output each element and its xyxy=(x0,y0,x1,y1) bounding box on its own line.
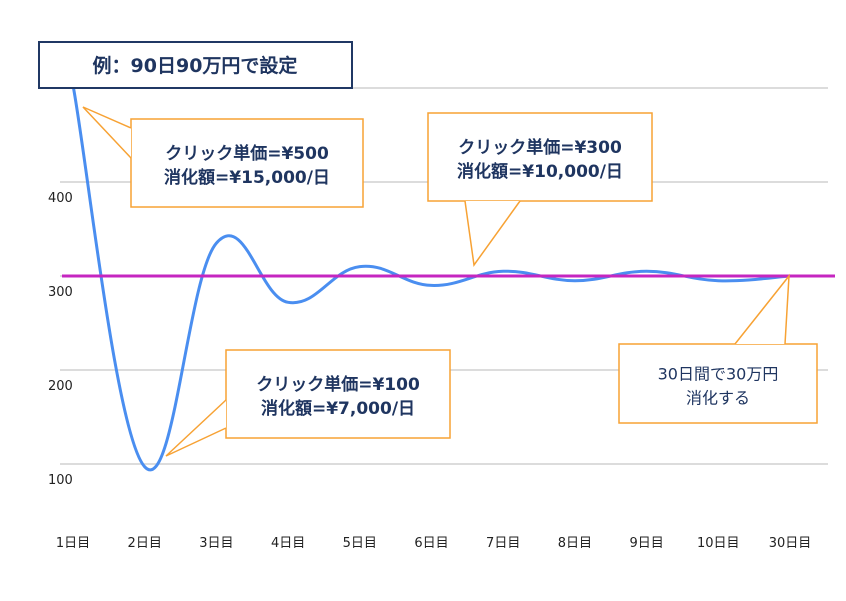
annotation-callout-3: クリック単価=¥100 消化額=¥7,000/日 xyxy=(165,349,451,457)
x-tick-label: 7日目 xyxy=(486,536,520,551)
x-tick-label: 8日目 xyxy=(558,536,592,551)
x-tick-label: 2日目 xyxy=(128,536,162,551)
x-tick-label: 10日目 xyxy=(697,536,740,551)
annotation-text: クリック単価=¥100 xyxy=(256,374,420,395)
x-tick-label: 6日目 xyxy=(414,536,448,551)
annotation-text: クリック単価=¥300 xyxy=(458,137,622,158)
callout-pointer xyxy=(464,200,521,267)
y-tick-label: 100 xyxy=(48,473,73,488)
annotation-text: 消化する xyxy=(686,389,750,408)
x-tick-label: 30日目 xyxy=(769,536,812,551)
annotation-callout-1: クリック単価=¥500 消化額=¥15,000/日 xyxy=(82,106,364,208)
annotation-text: 消化額=¥7,000/日 xyxy=(261,398,415,419)
chart-title: 例：90日90万円で設定 xyxy=(93,54,298,77)
callout-pointer xyxy=(82,106,132,159)
x-tick-label: 4日目 xyxy=(271,536,305,551)
x-tick-label: 1日目 xyxy=(56,536,90,551)
callout-pointer xyxy=(734,273,790,345)
annotation-callout-2: クリック単価=¥300 消化額=¥10,000/日 xyxy=(427,112,653,267)
series-line-actual xyxy=(71,84,791,472)
title-box: 例：90日90万円で設定 xyxy=(38,41,353,89)
callout-pointer xyxy=(165,399,227,457)
x-tick-label: 9日目 xyxy=(629,536,663,551)
annotation-text: クリック単価=¥500 xyxy=(165,143,329,164)
annotation-text: 消化額=¥10,000/日 xyxy=(457,161,623,182)
x-tick-label: 5日目 xyxy=(343,536,377,551)
y-tick-label: 300 xyxy=(48,285,73,300)
x-tick-label: 3日目 xyxy=(199,536,233,551)
y-axis-ticks: 100 200 300 400 xyxy=(48,191,73,488)
annotation-text: 30日間で30万円 xyxy=(658,365,779,384)
annotation-text: 消化額=¥15,000/日 xyxy=(164,167,330,188)
y-tick-label: 400 xyxy=(48,191,73,206)
x-axis-ticks: 1日目 2日目 3日目 4日目 5日目 6日目 7日目 8日目 9日目 10日目 30日目 xyxy=(56,536,811,551)
y-tick-label: 200 xyxy=(48,379,73,394)
